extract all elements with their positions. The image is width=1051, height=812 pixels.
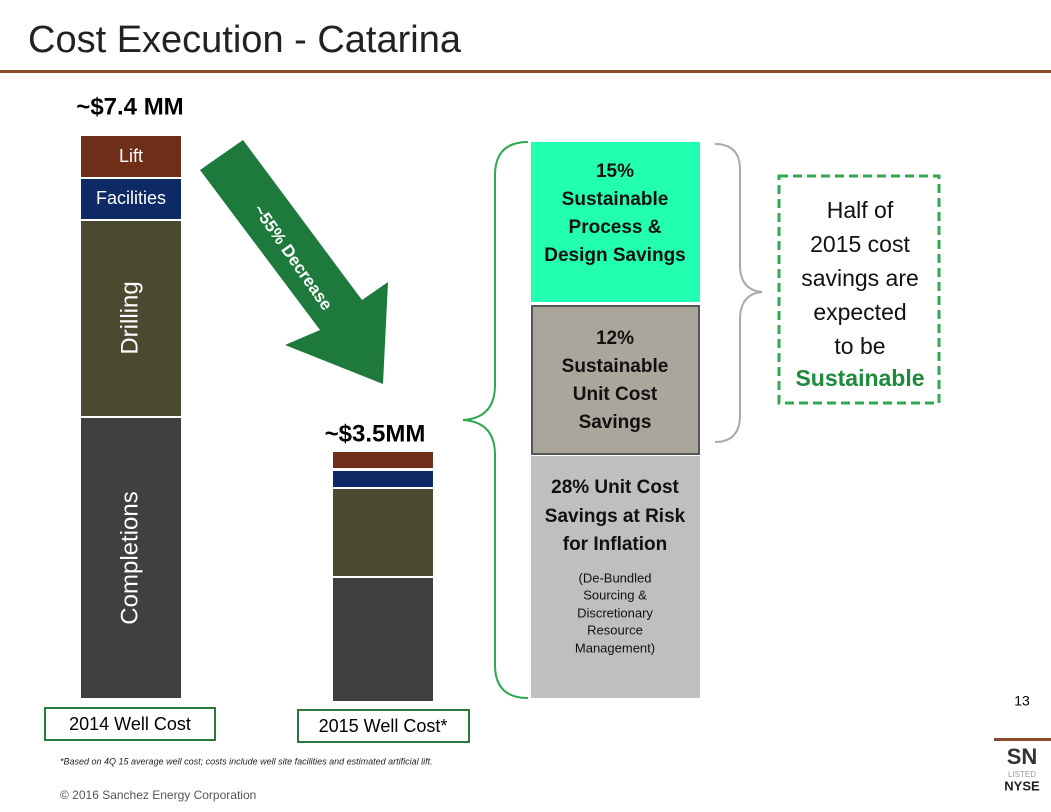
text: Savings at Risk: [545, 506, 686, 527]
note: Discretionary: [577, 605, 653, 620]
callout-text: savings are: [801, 265, 919, 291]
page-number: 13: [1014, 693, 1030, 709]
left-total: ~$7.4 MM: [76, 93, 183, 120]
seg-label: Facilities: [96, 188, 166, 208]
text: Design Savings: [544, 245, 686, 266]
box: [531, 142, 700, 302]
callout-box: [777, 174, 941, 405]
text: Sustainable: [562, 189, 669, 210]
brace: [462, 141, 529, 699]
bar-seg: [81, 179, 181, 219]
label-box: [297, 709, 470, 743]
callout-text: 2015 cost: [810, 231, 910, 257]
note: Management): [575, 640, 655, 655]
seg-label: Drilling: [116, 281, 143, 354]
bar-label: 2015 Well Cost*: [319, 716, 448, 736]
bar-seg: [81, 136, 181, 177]
bar-seg: [81, 221, 181, 416]
arrow: [200, 140, 388, 384]
seg-label: Lift: [119, 146, 143, 166]
logo: LISTED: [1008, 770, 1036, 779]
note: Resource: [587, 622, 643, 637]
callout-text: to be: [834, 333, 885, 359]
logo: SN: [1007, 744, 1038, 769]
copyright: © 2016 Sanchez Energy Corporation: [60, 788, 256, 802]
text: for Inflation: [563, 534, 667, 555]
bar-seg: [333, 471, 433, 487]
title-rule: [0, 70, 1051, 73]
logo: NYSE: [1004, 778, 1040, 793]
text: 28% Unit Cost: [551, 477, 679, 498]
note: Sourcing &: [583, 587, 647, 602]
label-box: [44, 707, 216, 741]
text: Unit Cost: [573, 384, 658, 405]
note: (De-Bundled: [579, 570, 652, 585]
bar-label: 2014 Well Cost: [69, 714, 191, 734]
bar-seg: [81, 418, 181, 698]
text: Process &: [569, 217, 662, 238]
bar-seg: [333, 489, 433, 576]
title: Cost Execution - Catarina: [28, 19, 462, 61]
brace: [714, 143, 763, 443]
callout-highlight: Sustainable: [795, 365, 924, 391]
text: Sustainable: [562, 356, 669, 377]
text: 15%: [596, 161, 634, 182]
logo-rule: [994, 738, 1051, 741]
footnote: *Based on 4Q 15 average well cost; costs…: [60, 756, 433, 766]
bar-seg: [333, 452, 433, 468]
box: [531, 305, 700, 455]
box: [531, 456, 700, 698]
right-total: ~$3.5MM: [325, 420, 426, 447]
text: 12%: [596, 328, 634, 349]
callout-text: Half of: [827, 197, 894, 223]
seg-label: Completions: [116, 491, 143, 624]
callout-text: expected: [813, 299, 906, 325]
bar-seg: [333, 578, 433, 701]
text: Savings: [579, 412, 652, 433]
